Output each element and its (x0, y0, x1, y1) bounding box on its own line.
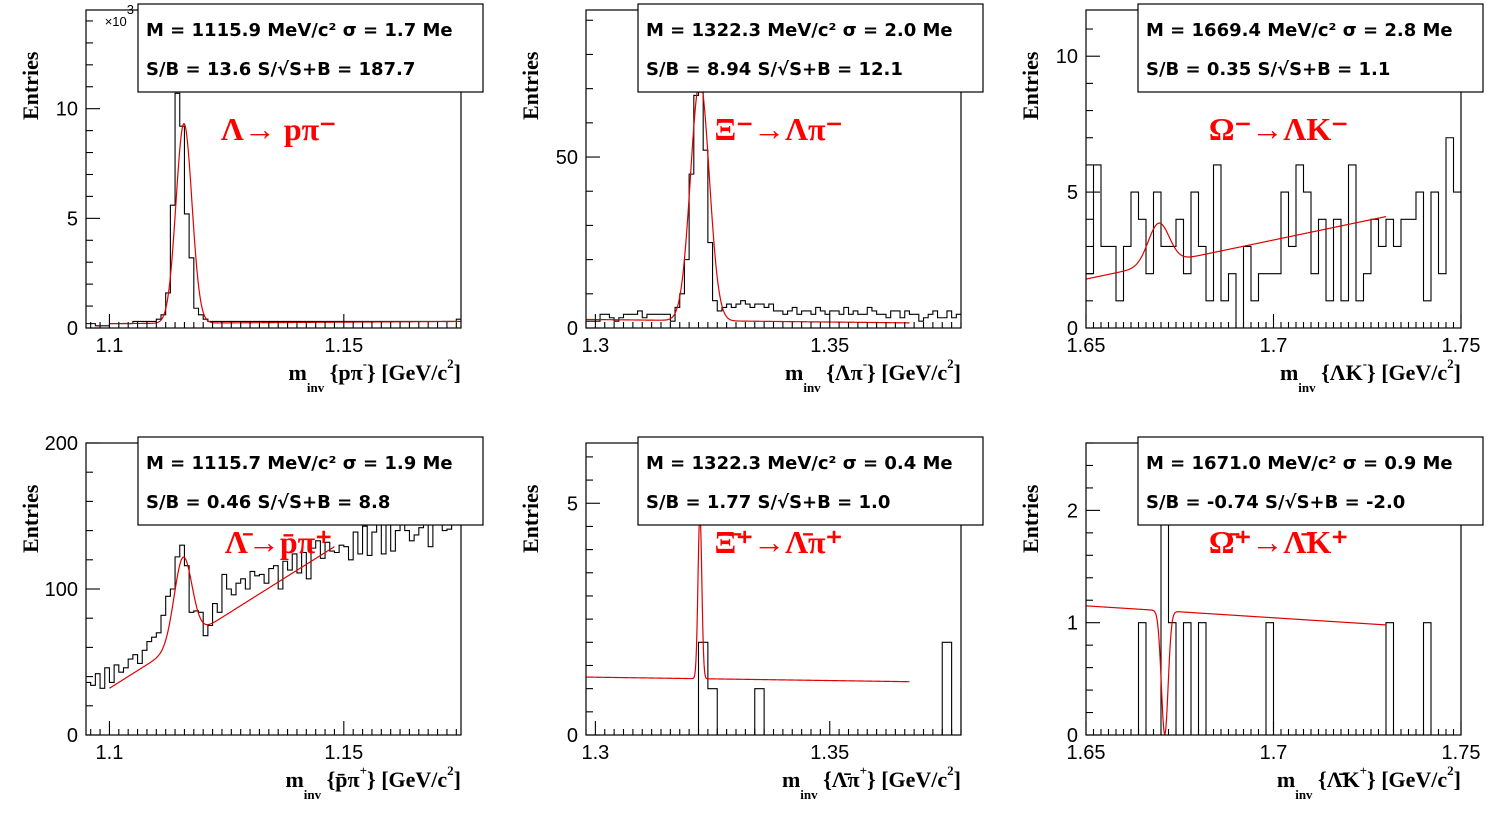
x-axis-label: minv {Λ̄K+} [GeV/c2] (1277, 763, 1461, 802)
y-tick-label: 0 (567, 725, 578, 747)
stats-box (137, 436, 484, 526)
stats-significance-line: S/B = 13.6 S/√S+B = 187.7 (146, 59, 415, 80)
histogram-bars (86, 512, 461, 689)
panel-3: 0 5 10 1.65 1.7 1.75 Entries minv {ΛK-} [GeV/c2… (1018, 3, 1484, 395)
x-tick-label: 1.3 (581, 335, 609, 357)
y-axis-label: Entries (18, 51, 43, 120)
y-tick-label: 0 (567, 318, 578, 340)
x-tick-label: 1.35 (810, 335, 849, 357)
stats-mass-line: M = 1322.3 MeV/c² σ = 2.0 Me (646, 20, 953, 41)
stats-significance-line: S/B = -0.74 S/√S+B = -2.0 (1146, 492, 1405, 513)
x-axis-label: minv {Λ̄π+} [GeV/c2] (782, 763, 961, 802)
x-tick-label: 1.1 (96, 742, 124, 764)
y-tick-label: 100 (45, 579, 78, 601)
x-tick-label: 1.75 (1442, 742, 1481, 764)
x-tick-label: 1.15 (324, 335, 363, 357)
panel-5: 0 5 1.3 1.35 Entries minv {Λ̄π+} [GeV/c2] M = … (518, 436, 984, 802)
x-axis-label: minv {Λπ-} [GeV/c2] (785, 356, 961, 395)
stats-mass-line: M = 1115.7 MeV/c² σ = 1.9 Me (146, 453, 453, 474)
y-tick-label: 0 (1067, 318, 1078, 340)
histogram-bars (586, 641, 961, 735)
decay-channel-label: Ω̄⁺→Λ̄K⁺ (1209, 524, 1348, 560)
decay-channel-label: Ξ̄⁺→Λ̄π⁺ (715, 524, 843, 560)
panel-2: 0 50 1.3 1.35 Entries minv {Λπ-} [GeV/c2] M = … (518, 3, 984, 395)
x-tick-label: 1.3 (581, 742, 609, 764)
y-exponent-label: ×103 (105, 2, 134, 29)
stats-significance-line: S/B = 1.77 S/√S+B = 1.0 (646, 492, 890, 513)
stats-mass-line: M = 1669.4 MeV/c² σ = 2.8 Me (1146, 20, 1453, 41)
histogram-bars (586, 91, 961, 322)
x-axis-label: minv {pπ-} [GeV/c2] (289, 356, 461, 395)
fit-curve (1086, 605, 1387, 735)
y-axis-label: Entries (518, 484, 543, 553)
histogram-bars (1086, 137, 1461, 328)
x-axis-label: minv {p̄π+} [GeV/c2] (285, 763, 461, 802)
histogram-bars (1086, 509, 1461, 735)
stats-significance-line: S/B = 0.46 S/√S+B = 8.8 (146, 492, 390, 513)
fit-curve (109, 122, 461, 325)
stats-mass-line: M = 1322.3 MeV/c² σ = 0.4 Me (646, 453, 953, 474)
stats-box (137, 3, 484, 93)
y-tick-label: 5 (67, 208, 78, 230)
x-tick-label: 1.15 (324, 742, 363, 764)
fit-curve (586, 80, 910, 324)
stats-box (637, 436, 984, 526)
stats-significance-line: S/B = 8.94 S/√S+B = 12.1 (646, 59, 903, 80)
y-tick-label: 2 (1067, 500, 1078, 522)
x-tick-label: 1.1 (96, 335, 124, 357)
x-tick-label: 1.65 (1067, 335, 1106, 357)
y-axis-label: Entries (1018, 484, 1043, 553)
stats-significance-line: S/B = 0.35 S/√S+B = 1.1 (1146, 59, 1390, 80)
y-axis-label: Entries (518, 51, 543, 120)
fit-curve (109, 546, 335, 689)
decay-channel-label: Ξ⁻→Λπ⁻ (715, 111, 843, 147)
y-tick-label: 0 (1067, 725, 1078, 747)
y-axis-label: Entries (1018, 51, 1043, 120)
stats-mass-line: M = 1671.0 MeV/c² σ = 0.9 Me (1146, 453, 1453, 474)
x-tick-label: 1.35 (810, 742, 849, 764)
panel-6: 0 1 2 1.65 1.7 1.75 Entries minv {Λ̄K+} [GeV/c2… (1018, 436, 1484, 802)
decay-channel-label: Λ̄→p̄π⁺ (225, 524, 332, 560)
y-tick-label: 200 (45, 433, 78, 455)
decay-channel-label: Λ→ pπ⁻ (221, 111, 336, 147)
x-tick-label: 1.7 (1260, 335, 1288, 357)
stats-box (1137, 3, 1484, 93)
y-tick-label: 5 (1067, 182, 1078, 204)
panel-1: 0 5 10 1.1 1.15 Entries minv {pπ-} [GeV/c2] ×10… (18, 2, 484, 395)
y-tick-label: 10 (56, 99, 78, 121)
stats-box (637, 3, 984, 93)
y-tick-label: 0 (67, 318, 78, 340)
x-tick-label: 1.7 (1260, 742, 1288, 764)
y-axis-label: Entries (18, 484, 43, 553)
y-tick-label: 5 (567, 493, 578, 515)
x-axis-label: minv {ΛK-} [GeV/c2] (1280, 356, 1461, 395)
fit-curve (586, 512, 910, 683)
x-tick-label: 1.75 (1442, 335, 1481, 357)
stats-mass-line: M = 1115.9 MeV/c² σ = 1.7 Me (146, 20, 453, 41)
y-tick-label: 0 (67, 725, 78, 747)
y-tick-label: 10 (1056, 46, 1078, 68)
x-tick-label: 1.65 (1067, 742, 1106, 764)
fit-curve (1086, 215, 1387, 280)
y-tick-label: 50 (556, 147, 578, 169)
stats-box (1137, 436, 1484, 526)
panel-4: 0 100 200 1.1 1.15 Entries minv {p̄π+} [GeV/c2… (18, 433, 484, 802)
y-tick-label: 1 (1067, 613, 1078, 635)
decay-channel-label: Ω⁻→ΛK⁻ (1209, 111, 1348, 147)
